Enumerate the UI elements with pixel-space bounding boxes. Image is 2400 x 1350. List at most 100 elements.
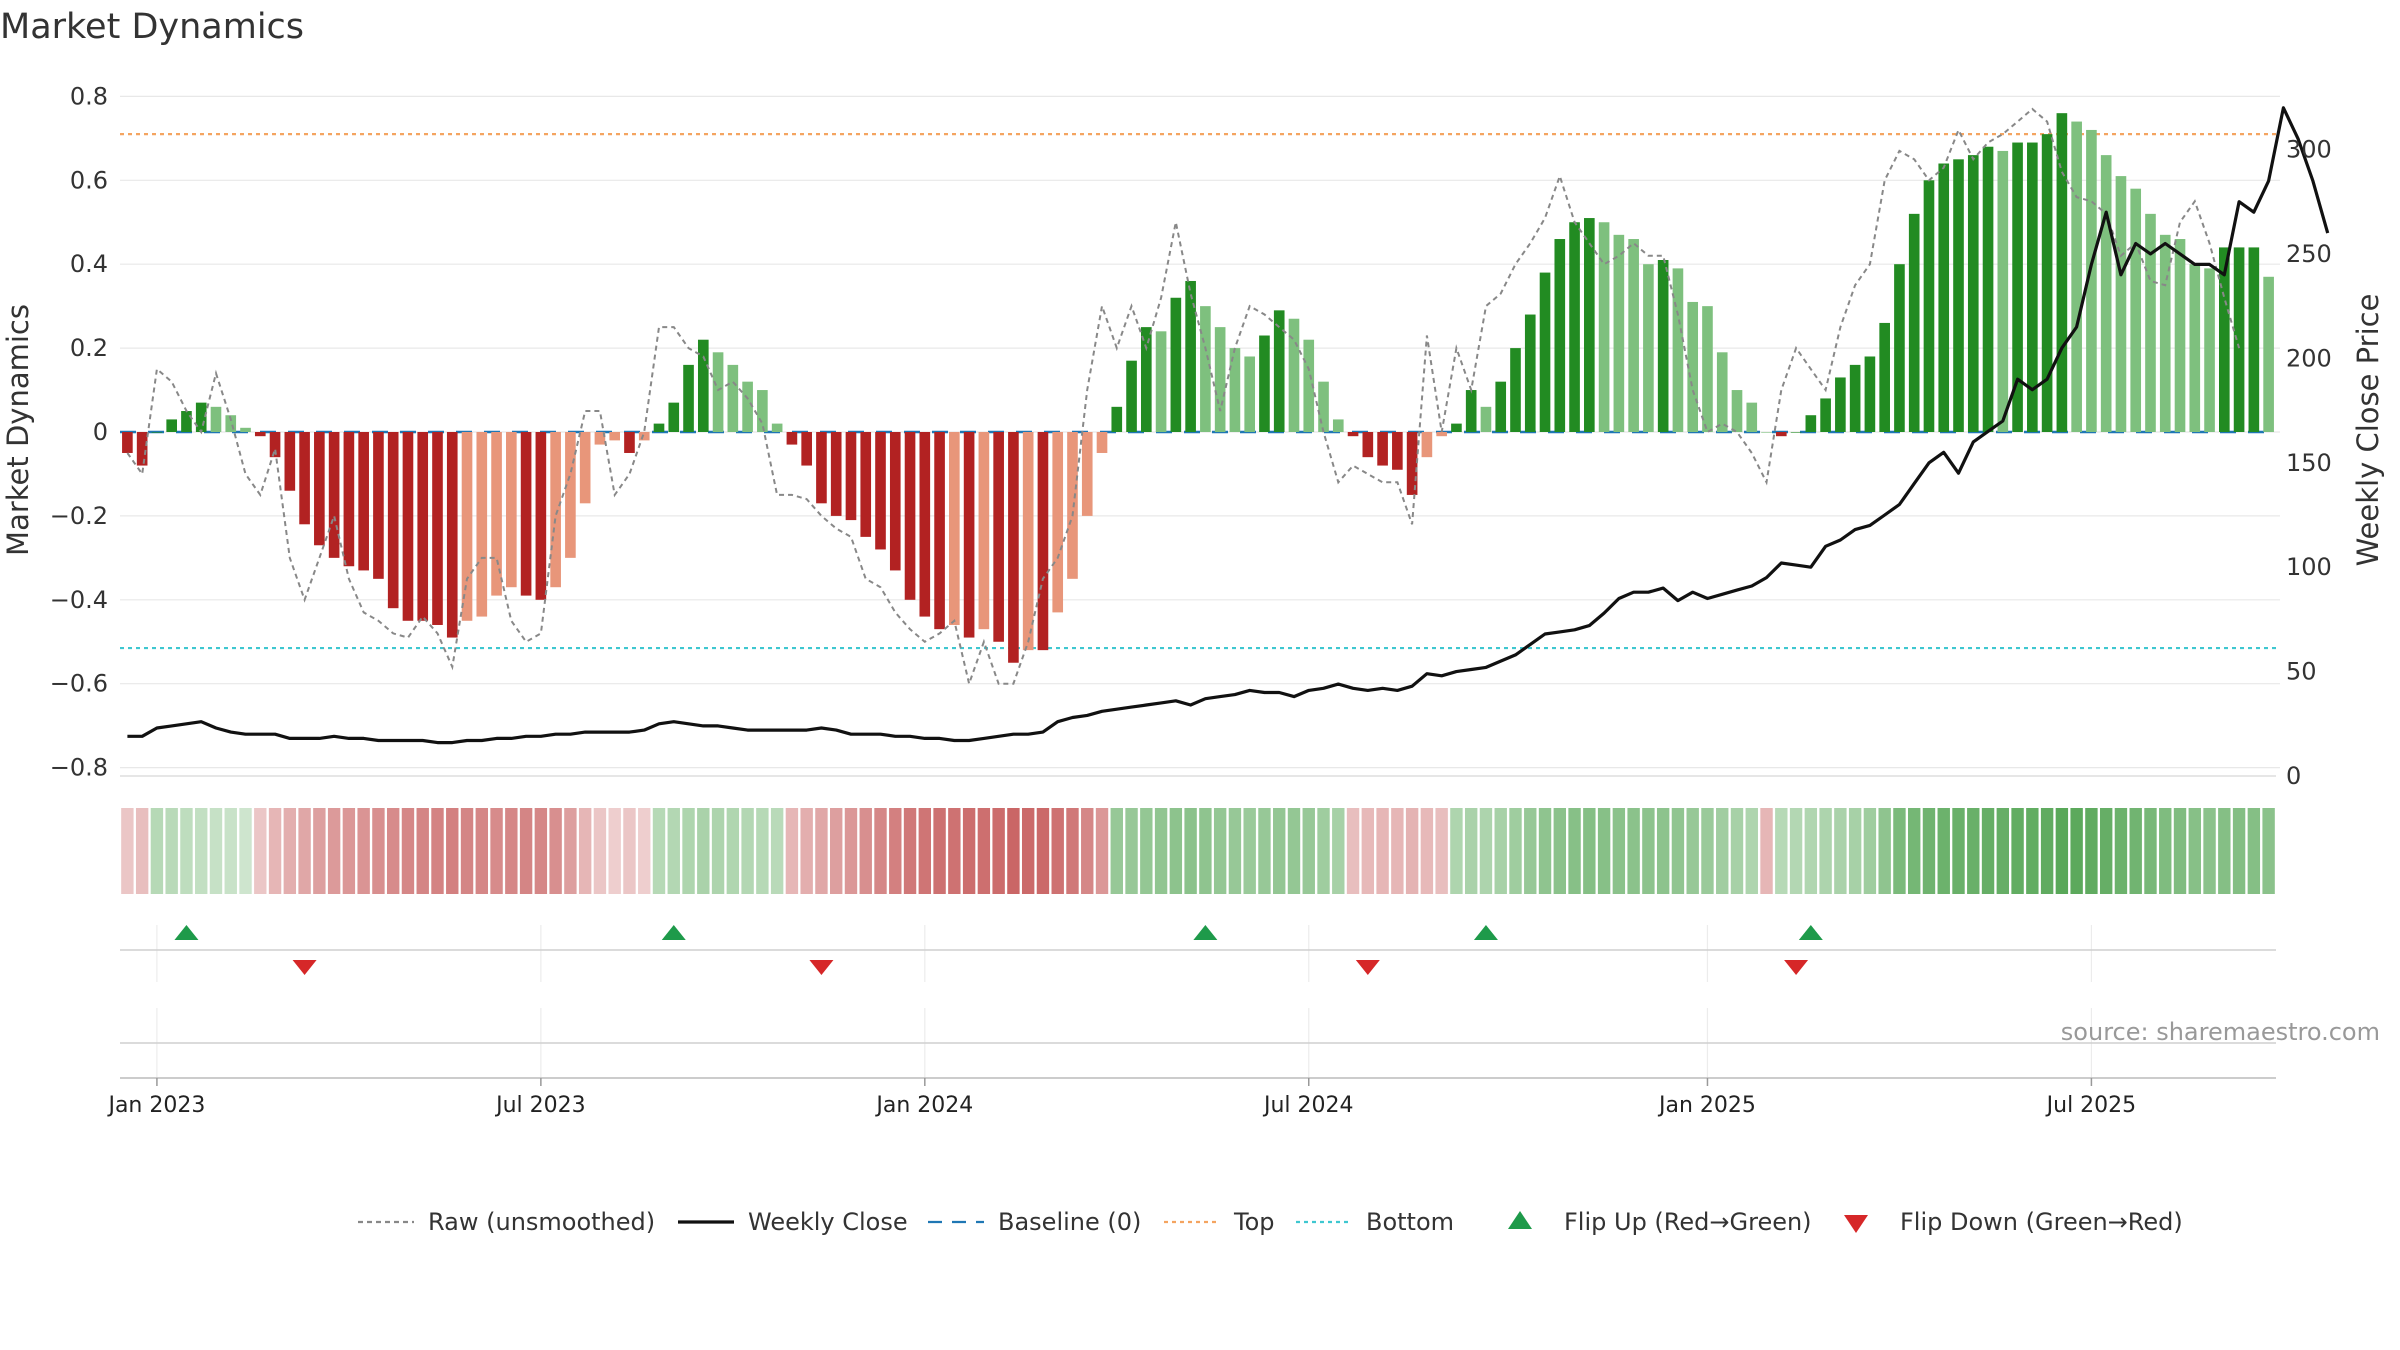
strip-cell [859,808,872,894]
strip-cell [741,808,754,894]
strip-cell [623,808,636,894]
dynamics-bar [1185,280,1196,432]
strip-cell [195,808,208,894]
strip-cell [1110,808,1123,894]
y-tick-label: 0.2 [70,334,108,362]
strip-cell [1583,808,1596,894]
dynamics-bar [1111,406,1123,432]
dynamics-bar [1539,272,1551,432]
y-tick-label: 0.4 [70,250,108,278]
dynamics-bar [1820,398,1831,432]
strip-cell [1937,808,1950,894]
strip-cell [1524,808,1537,894]
flip-up-marker [1193,925,1218,940]
strip-cell [165,808,178,894]
dynamics-bar [816,432,827,504]
strip-cell [150,808,164,894]
dynamics-bar [579,432,591,504]
strip-cell [785,808,799,894]
y2-tick-label: 100 [2286,553,2332,581]
strip-cell [1878,808,1891,894]
y2-tick-label: 150 [2286,449,2332,477]
dynamics-bar [1273,310,1285,432]
dynamics-bar [845,432,857,521]
dynamics-bar [1584,218,1595,432]
strip-cell [1405,808,1419,894]
dynamics-bar [122,432,133,453]
flip-down-marker [1355,960,1380,975]
strip-cell [460,808,474,894]
strip-cell [1007,808,1020,894]
strip-cell [1494,808,1507,894]
y-axis-title: Market Dynamics [1,304,35,556]
y-tick-label: 0.6 [70,166,108,194]
close-series [127,106,2330,745]
date-axis: Jan 2023 Jul 2023 Jan 2024 Jul 2024 Jan 2025… [106,1078,2136,1118]
dynamics-bar [550,432,561,588]
dynamics-bar [1200,306,1211,432]
strip-cell [1420,808,1434,894]
y2-tick-label: 0 [2286,762,2301,790]
strip-cell [564,808,577,894]
strip-cell [1848,808,1862,894]
dynamics-bar [1052,432,1064,613]
strip-cell [1804,808,1818,894]
strip-cell [1730,808,1744,894]
dynamics-bar [181,411,192,432]
strip-cell [386,808,400,894]
strip-cell [2011,808,2024,894]
dynamics-bar [801,432,812,466]
strip-cell [239,808,252,894]
legend: Raw (unsmoothed) Weekly Close Baseline (0)… [358,1208,2183,1236]
dynamics-bar [1377,432,1388,466]
strip-cell [1612,808,1626,894]
strip-cell [1184,808,1197,894]
strip-cell [1509,808,1522,894]
strip-cell [815,808,828,894]
strip-cell [446,808,459,894]
strip-cell [1287,808,1301,894]
dynamics-bar [875,432,886,550]
chart-title: Market Dynamics [0,7,304,47]
dynamics-bar [2027,142,2038,432]
strip-cell [1346,808,1360,894]
x-tick-label: Jan 2025 [1657,1093,1756,1118]
dynamics-bar [2086,129,2097,432]
dynamics-bar [638,432,650,441]
raw-series [126,107,2241,688]
dynamics-bar [299,432,310,525]
dynamics-bar [609,432,621,441]
strip-cell [1258,808,1271,894]
dynamics-bar [240,427,251,432]
dynamics-bar [1894,264,1905,432]
strip-cell [638,808,651,894]
strip-cell [1464,808,1478,894]
dynamics-bar [1480,406,1492,432]
strip-cell [889,808,902,894]
strip-cell [224,808,237,894]
dynamics-bar [697,339,709,432]
dynamics-bar [195,402,207,432]
dynamics-bar [1214,327,1226,432]
strip-cell [1125,808,1138,894]
strip-cell [1981,808,1995,894]
y2-tick-label: 50 [2286,658,2317,686]
dynamics-bar [210,406,222,432]
strip-cell [1893,808,1906,894]
dynamics-bar [1835,377,1846,432]
strip-cell [1051,808,1064,894]
dynamics-bar [1967,155,1979,432]
dynamics-bar [1096,432,1108,453]
strip-cell [1863,808,1877,894]
strip-cell [490,808,503,894]
strip-cell [2262,808,2275,894]
dynamics-bar [432,432,443,625]
y-tick-label: 0 [93,418,108,446]
dynamics-bar [284,432,296,491]
dynamics-bar [225,415,237,432]
dynamics-bar [1657,260,1669,432]
flip-down-marker [1784,960,1809,975]
dynamics-bar [1229,348,1241,432]
strip-cell [2040,808,2054,894]
strip-cell [1834,808,1847,894]
